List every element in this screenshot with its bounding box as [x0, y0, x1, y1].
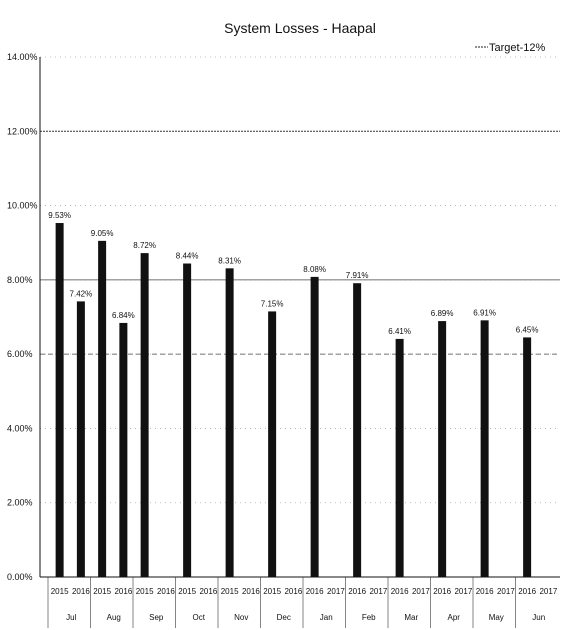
x-tick-month: Nov [234, 613, 248, 622]
x-tick-year: 2015 [136, 587, 154, 596]
x-tick-month: Sep [149, 613, 164, 622]
legend-label: Target-12% [489, 42, 545, 54]
x-tick-year: 2016 [391, 587, 409, 596]
bar-value-label: 6.89% [431, 309, 454, 318]
x-tick-year: 2016 [433, 587, 451, 596]
bar [55, 223, 64, 577]
bar [76, 301, 85, 577]
bar [480, 320, 489, 577]
x-tick-month: Feb [362, 613, 376, 622]
axes: 0.00% 2.00% 4.00% 6.00% 8.00% 10.00% 12.00% 14.… [7, 52, 560, 628]
bar [140, 253, 149, 577]
bar [98, 240, 107, 577]
y-tick-label: 14.00% [7, 52, 38, 62]
bar [183, 263, 192, 577]
y-tick-label: 8.00% [7, 275, 33, 285]
x-tick-year: 2016 [242, 587, 260, 596]
x-tick-year: 2016 [284, 587, 302, 596]
bar-value-label: 8.72% [133, 241, 156, 250]
bar-value-label: 7.15% [261, 299, 284, 308]
x-tick-year: 2016 [199, 587, 217, 596]
bar-value-label: 8.31% [218, 256, 241, 265]
bar-value-label: 8.08% [303, 265, 326, 274]
bar [119, 322, 128, 577]
x-tick-year: 2015 [178, 587, 196, 596]
bar [225, 268, 234, 577]
bar-value-label: 7.42% [70, 289, 93, 298]
x-tick-month: Aug [107, 613, 121, 622]
x-tick-year: 2016 [348, 587, 366, 596]
x-tick-month: Dec [277, 613, 291, 622]
bar-value-label: 7.91% [346, 271, 369, 280]
bar-value-label: 9.53% [48, 211, 71, 220]
x-tick-year: 2017 [454, 587, 472, 596]
x-tick-year: 2017 [369, 587, 387, 596]
bar [310, 276, 319, 577]
x-tick-year: 2017 [412, 587, 430, 596]
y-tick-label: 4.00% [7, 423, 33, 433]
bar [395, 338, 404, 577]
x-tick-year: 2016 [157, 587, 175, 596]
x-tick-month: Oct [193, 613, 206, 622]
bar [438, 321, 447, 577]
bar [523, 337, 532, 577]
y-tick-label: 0.00% [7, 572, 33, 582]
bar-value-label: 6.84% [112, 311, 135, 320]
gridlines [40, 56, 560, 504]
x-tick-year: 2015 [263, 587, 281, 596]
x-tick-year: 2017 [327, 587, 345, 596]
x-tick-year: 2016 [114, 587, 132, 596]
bar-value-label: 6.45% [516, 325, 539, 334]
bar-value-label: 8.44% [176, 252, 199, 261]
bar [353, 283, 362, 577]
y-tick-label: 6.00% [7, 349, 33, 359]
y-tick-label: 12.00% [7, 126, 38, 136]
x-tick-year: 2017 [539, 587, 557, 596]
y-tick-label: 2.00% [7, 498, 33, 508]
x-tick-year: 2016 [72, 587, 90, 596]
x-tick-labels: 2015 2016 2015 2016 2015 2016 2015 2016 2015 2016… [51, 587, 558, 622]
bars [55, 223, 532, 577]
chart-title: System Losses - Haapal [224, 20, 376, 36]
x-tick-year: 2016 [476, 587, 494, 596]
x-tick-year: 2016 [518, 587, 536, 596]
x-tick-month: May [489, 613, 504, 622]
x-tick-month: Jul [66, 613, 76, 622]
bar-value-label: 6.91% [473, 308, 496, 317]
x-tick-month: Jan [320, 613, 333, 622]
data-labels: 9.53% 7.42% 9.05% 6.84% 8.72% 8.44% 8.31% 7.15%… [48, 211, 538, 336]
x-tick-year: 2017 [497, 587, 515, 596]
bar [268, 311, 277, 577]
x-tick-year: 2015 [93, 587, 111, 596]
x-tick-month: Jun [532, 613, 545, 622]
x-tick-month: Mar [404, 613, 418, 622]
x-tick-year: 2015 [51, 587, 69, 596]
legend: Target-12% [475, 42, 545, 54]
bar-value-label: 9.05% [91, 229, 114, 238]
y-tick-label: 10.00% [7, 201, 38, 211]
x-tick-month: Apr [448, 613, 461, 622]
x-tick-year: 2016 [306, 587, 324, 596]
bar-value-label: 6.41% [388, 327, 411, 336]
x-tick-year: 2015 [221, 587, 239, 596]
